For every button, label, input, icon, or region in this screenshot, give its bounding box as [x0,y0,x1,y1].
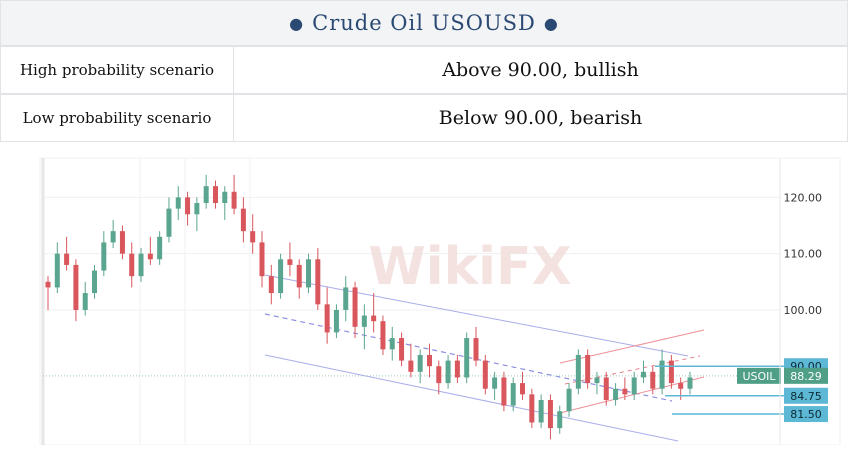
candle-body [119,231,125,254]
price-chart: WikiFX 90.00 84.75 81.50 USOIL 88.29 120.00 1… [0,144,850,446]
candle-body [101,242,107,271]
candle-body [361,315,367,327]
y-tick-label: 110.00 [784,248,823,261]
level-tag-label: 84.75 [790,390,822,403]
candle-body [147,253,153,260]
rising-mid-line [564,355,701,385]
bullet-icon: ● [289,13,305,33]
candle-body [278,259,284,294]
candle-body [240,208,246,232]
candle-body [594,377,600,384]
candle-body [352,287,358,327]
bullet-icon: ● [543,13,559,33]
page-title: Crude Oil USOUSD [312,11,536,35]
candle-body [659,360,665,389]
candle-body [445,360,451,384]
candle-body [157,236,163,260]
candle-body [389,338,395,350]
last-price-label: 88.29 [790,370,822,383]
candle-body [129,253,135,277]
candle-body [426,354,432,367]
candle-body [501,377,507,406]
candle-body [473,338,479,361]
rising-upper-line [559,329,705,364]
candle-body [203,186,209,204]
candle-body [668,360,674,384]
candle-body [650,371,656,389]
candle-body [231,191,237,209]
candle-body [464,338,470,378]
candle-body [492,377,498,389]
rising-lower-line [559,376,705,414]
symbol-tag-label: USOIL [742,370,776,383]
candle-body [250,231,256,243]
candle-body [315,259,321,305]
candle-body [64,253,70,265]
candle-body [268,276,274,294]
candle-body [454,360,460,378]
candle-body [92,270,98,294]
candle-body [417,354,423,372]
candle-body [45,281,51,288]
candle-body [557,411,563,429]
candle-body [194,203,200,215]
candle-body [408,360,414,372]
candle-body [547,399,553,429]
candle-body [678,383,684,389]
candle-body [306,259,312,288]
y-tick-label: 100.00 [784,304,823,317]
scenario-label: High probability scenario [1,47,234,93]
candle-body [222,191,228,204]
candle-body [296,264,302,288]
candle-body [613,388,619,400]
candle-body [212,186,218,204]
candle-body [73,264,79,310]
candle-body [138,253,144,277]
watermark-text: WikiFX [368,237,571,297]
candle-body [631,377,637,395]
candle-body [566,388,572,412]
candle-body [175,197,181,209]
symbol-tag [737,367,781,384]
candle-body [185,197,191,215]
candle-body [520,383,526,395]
channel-lower-line [264,354,679,442]
candle-body [166,208,172,237]
candle-body [399,338,405,361]
candle-body [510,383,516,406]
candle-body [371,315,377,322]
candle-body [640,371,646,378]
candle-body [575,354,581,389]
candle-body [324,304,330,333]
candle-body [287,259,293,265]
candle-body [343,287,349,310]
level-tag [784,387,828,404]
candle-body [687,377,693,389]
candle-body [333,309,339,333]
level-tag-label: 81.50 [790,408,822,421]
candle-body [54,253,60,288]
candle-body [529,394,535,423]
scenario-row-low: Low probability scenario Below 90.00, be… [0,94,848,142]
y-tick-label: 120.00 [784,191,823,204]
candle-body [380,321,386,350]
candle-body [436,366,442,384]
candle-body [585,354,591,384]
candle-body [603,377,609,400]
candle-body [259,242,265,277]
candle-body [82,293,88,310]
level-tag [784,406,828,423]
candle-body [622,388,628,395]
candle-body [538,399,544,423]
candle-body [482,360,488,389]
scenario-value: Above 90.00, bullish [442,59,639,81]
scenario-label: Low probability scenario [1,95,234,141]
table-title: ● Crude Oil USOUSD ● [0,0,848,46]
scenario-value: Below 90.00, bearish [438,107,643,129]
last-price-tag [784,367,828,384]
scenario-row-high: High probability scenario Above 90.00, b… [0,46,848,94]
channel-upper-line [264,274,689,357]
candle-body [110,231,116,243]
